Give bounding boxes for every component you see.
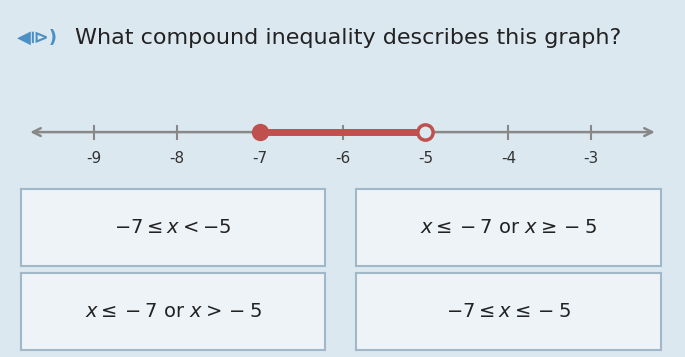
Text: -5: -5 xyxy=(418,151,433,166)
Text: -7: -7 xyxy=(252,151,267,166)
Text: -3: -3 xyxy=(584,151,599,166)
Text: -6: -6 xyxy=(335,151,350,166)
Text: -4: -4 xyxy=(501,151,516,166)
Text: $-7 \leq x \leq -5$: $-7 \leq x \leq -5$ xyxy=(446,302,571,321)
Text: $-7 \leq x < -5$: $-7 \leq x < -5$ xyxy=(114,218,232,237)
Text: ◀⧐): ◀⧐) xyxy=(17,29,58,47)
Text: What compound inequality describes this graph?: What compound inequality describes this … xyxy=(75,28,621,48)
Text: -8: -8 xyxy=(169,151,184,166)
Text: -9: -9 xyxy=(86,151,101,166)
Text: $x \leq -7$ or $x \geq -5$: $x \leq -7$ or $x \geq -5$ xyxy=(420,218,597,237)
Text: $x \leq -7$ or $x > -5$: $x \leq -7$ or $x > -5$ xyxy=(84,302,262,321)
